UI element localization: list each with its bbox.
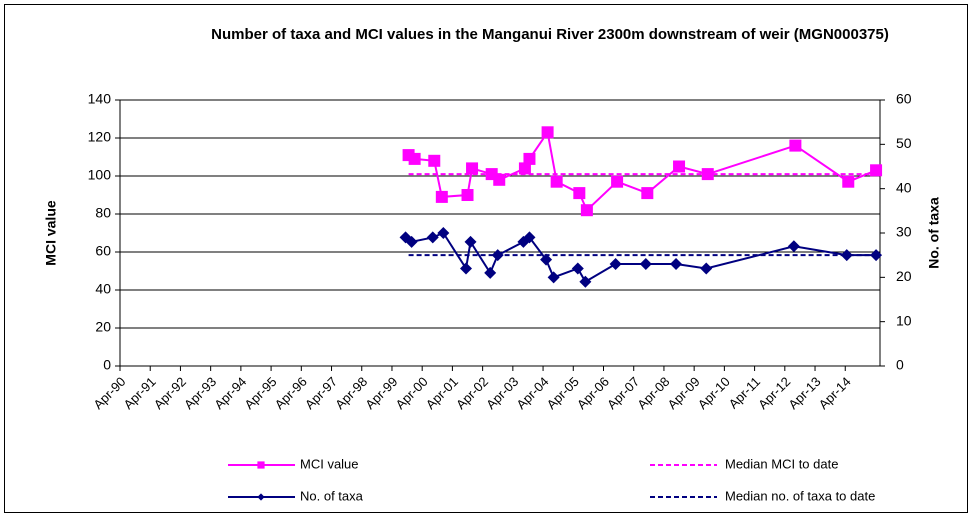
data-point [842,175,855,188]
y-tick-label: 0 [103,357,111,373]
y2-axis-label: No. of taxa [926,197,942,269]
y2-tick-label: 10 [896,312,912,328]
chart-title: Number of taxa and MCI values in the Man… [211,26,889,43]
y2-tick-label: 0 [896,357,904,373]
y-axis-label: MCI value [43,200,59,266]
data-point [426,231,439,244]
data-point [460,262,473,275]
data-point [789,139,802,152]
data-point [700,262,713,275]
y2-tick-label: 60 [896,91,912,107]
data-point [540,253,553,266]
data-point [493,173,506,186]
data-point [550,175,563,188]
data-point [641,187,654,200]
data-point [609,258,622,271]
legend-label: Median MCI to date [725,456,838,471]
data-point [639,258,652,271]
data-point [579,275,592,288]
data-point [518,162,531,175]
data-point [461,189,474,201]
y-tick-label: 80 [95,205,111,221]
legend-label: No. of taxa [300,488,364,503]
data-point [464,235,477,248]
y2-tick-label: 50 [896,135,912,151]
data-point [547,271,560,284]
data-point [670,258,683,271]
y2-tick-label: 30 [896,224,912,240]
data-point [541,126,554,139]
y-tick-label: 120 [88,129,112,145]
data-point [523,152,536,165]
y-tick-label: 140 [88,91,112,107]
data-point [787,240,800,253]
data-point [870,249,883,262]
data-point [428,154,441,167]
legend-marker [257,461,265,469]
data-point [435,190,448,203]
y2-tick-label: 20 [896,268,912,284]
data-point [408,152,421,165]
data-point [405,235,418,248]
y-tick-label: 40 [95,281,111,297]
legend-label: MCI value [300,456,359,471]
chart-border [4,4,968,513]
data-point [573,187,586,200]
data-point [580,204,593,217]
y-tick-label: 60 [95,243,111,259]
data-point [840,249,853,262]
y2-tick-label: 40 [896,179,912,195]
legend-marker [257,493,265,501]
data-point [466,162,479,175]
data-point [437,227,450,239]
y-tick-label: 100 [88,167,112,183]
legend-label: Median no. of taxa to date [725,488,875,503]
data-point [870,164,883,177]
y-tick-label: 20 [95,319,111,335]
data-point [571,262,584,275]
data-point [611,175,624,188]
data-point [523,231,536,244]
data-point [484,266,497,279]
data-point [673,160,686,173]
